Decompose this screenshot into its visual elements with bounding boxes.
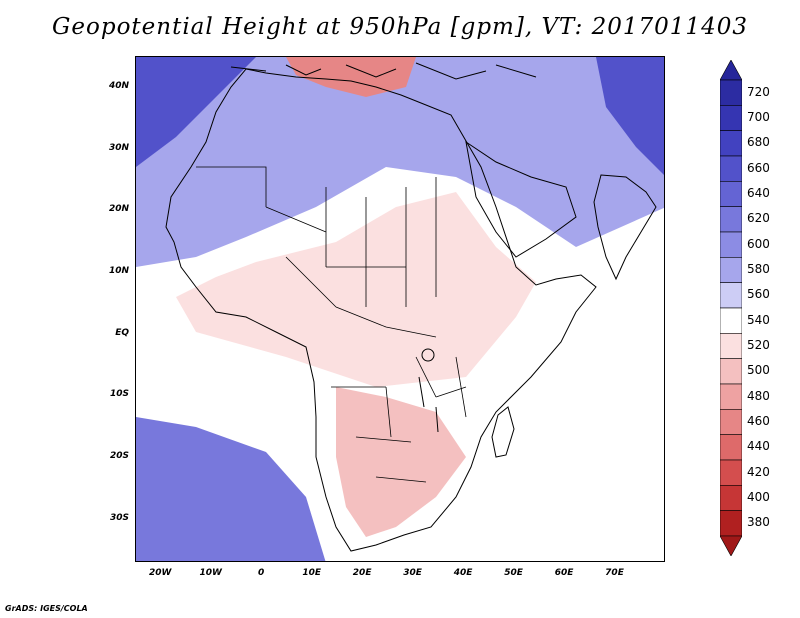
- lon-tick-label: 20W: [149, 568, 172, 578]
- colorbar-band: [720, 434, 742, 461]
- lon-tick-label: 70E: [605, 568, 624, 578]
- colorbar-band: [720, 358, 742, 385]
- map-plot: [136, 57, 664, 561]
- colorbar-band: [720, 409, 742, 435]
- colorbar-level-label: 620: [747, 211, 770, 226]
- colorbar-level-label: 440: [747, 439, 770, 454]
- colorbar-level-label: 660: [747, 160, 770, 175]
- field-region-himalaya-high: [596, 57, 664, 175]
- lon-tick-label: 0: [258, 568, 265, 578]
- europe-coastline: [230, 62, 537, 80]
- colorbar-band: [720, 181, 742, 207]
- lake-tanganyika: [418, 376, 425, 408]
- colorbar-level-label: 700: [747, 110, 770, 124]
- colorbar-band: [720, 383, 742, 410]
- colorbar-band: [720, 307, 742, 334]
- colorbar-level-label: 400: [747, 490, 770, 504]
- colorbar-band: [720, 206, 742, 233]
- colorbar-level-label: 520: [747, 338, 770, 352]
- country-borders: [196, 166, 467, 483]
- geopotential-field: [136, 57, 664, 561]
- colorbar-level-label: 460: [747, 414, 770, 428]
- colorbar: [720, 60, 742, 556]
- colorbar-level-label: 480: [747, 388, 770, 403]
- colorbar-band: [720, 130, 742, 157]
- colorbar-band: [720, 105, 742, 131]
- coastlines-and-borders: [165, 62, 657, 552]
- software-credit: GrADS: IGES/COLA: [5, 604, 88, 613]
- lake-victoria: [421, 348, 435, 362]
- colorbar-band: [720, 231, 742, 258]
- colorbar-band: [720, 333, 742, 359]
- field-region-mediterranean-low: [286, 57, 416, 97]
- lat-tick-label: EQ: [115, 327, 129, 338]
- colorbar-level-label: 500: [747, 363, 770, 378]
- colorbar-band: [720, 257, 742, 283]
- colorbar-level-label: 640: [747, 186, 770, 200]
- colorbar-level-label: 380: [747, 515, 770, 530]
- field-region-north-africa: [136, 57, 664, 267]
- lat-tick-label: 20N: [108, 204, 129, 215]
- colorbar-level-label: 540: [747, 312, 770, 327]
- colorbar-band: [720, 485, 742, 511]
- arabia-coastline: [465, 140, 577, 258]
- lon-tick-label: 10E: [302, 568, 321, 578]
- colorbar-level-label: 680: [747, 135, 770, 150]
- lat-tick-label: 30S: [109, 512, 129, 523]
- colorbar-level-label: 580: [747, 262, 770, 276]
- colorbar-band: [720, 282, 742, 309]
- field-region-southern-africa: [336, 387, 466, 537]
- colorbar-band: [720, 155, 742, 182]
- field-region-south-atlantic-high: [136, 417, 326, 561]
- colorbar-level-label: 600: [747, 236, 770, 251]
- lat-tick-label: 30N: [108, 142, 129, 153]
- india-coastline: [593, 174, 657, 281]
- lon-tick-label: 40E: [453, 568, 473, 578]
- map-title: Geopotential Height at 950hPa [gpm], VT:…: [52, 14, 748, 40]
- africa-coastline: [165, 68, 597, 552]
- colorbar-band: [720, 459, 742, 486]
- field-region-sahel: [176, 192, 536, 387]
- madagascar-coastline: [491, 406, 515, 458]
- lon-tick-label: 10W: [199, 568, 222, 578]
- colorbar-bottom-arrow: [720, 535, 742, 556]
- colorbar-top-arrow: [720, 60, 742, 81]
- lat-tick-label: 20S: [109, 451, 129, 462]
- field-region-northwest-high: [136, 57, 256, 167]
- lon-tick-label: 30E: [403, 568, 422, 578]
- lon-tick-label: 60E: [554, 568, 574, 578]
- colorbar-band: [720, 510, 742, 537]
- map-panel: [135, 56, 665, 562]
- lon-tick-label: 20E: [352, 568, 372, 578]
- colorbar-level-label: 560: [747, 287, 770, 302]
- lon-tick-label: 50E: [504, 568, 523, 578]
- lat-tick-label: 10N: [108, 265, 129, 276]
- lat-tick-label: 40N: [108, 80, 129, 91]
- colorbar-level-label: 420: [747, 464, 770, 479]
- lake-malawi: [435, 406, 439, 433]
- colorbar-band: [720, 79, 742, 106]
- colorbar-level-label: 720: [747, 84, 770, 99]
- lat-tick-label: 10S: [109, 389, 129, 400]
